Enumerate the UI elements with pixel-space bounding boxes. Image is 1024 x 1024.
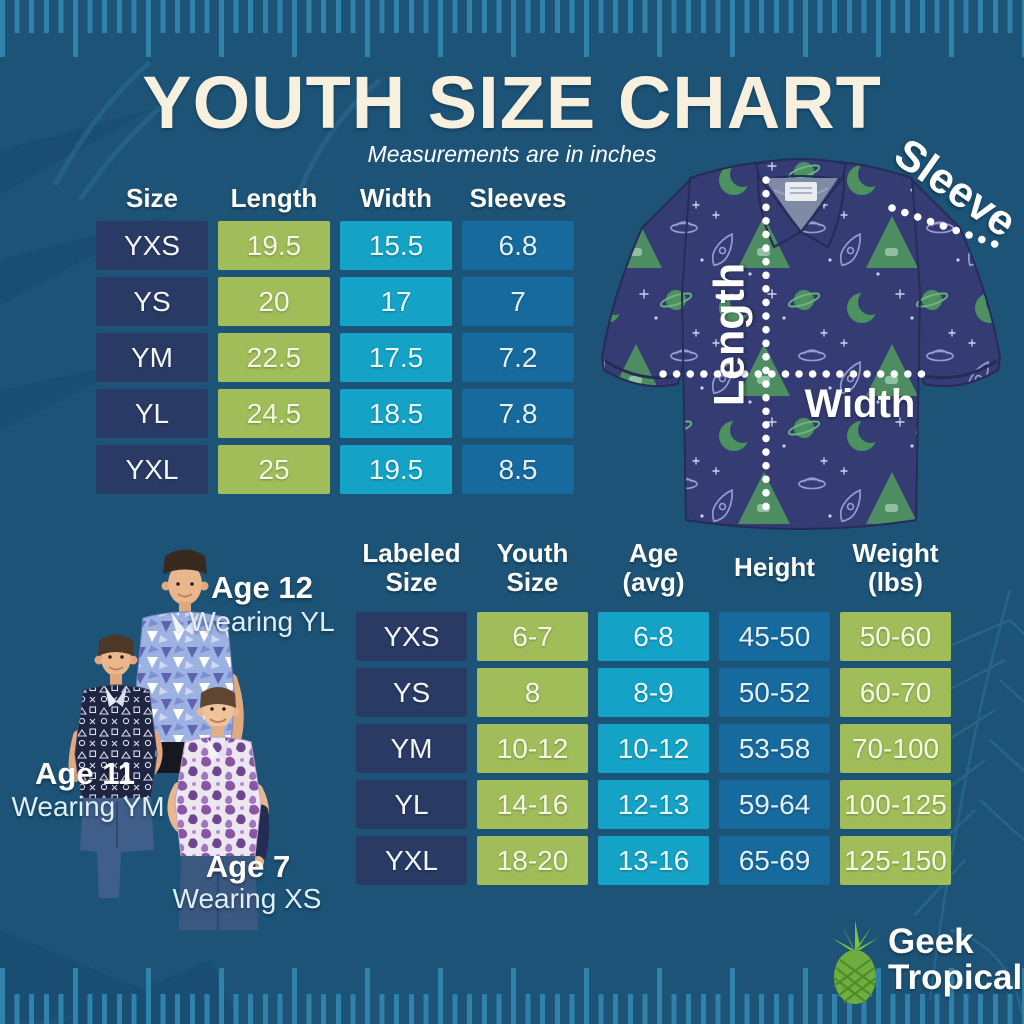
length-measure-label: Length [705,262,754,407]
model-age-label: Age 7 [205,849,291,884]
table-row: YL 24.5 18.5 7.8 [96,389,574,438]
table-row: YXL 25 19.5 8.5 [96,445,574,494]
weight-cell: 60-70 [840,668,951,717]
youth-size-cell: 14-16 [477,780,588,829]
shirt-illustration [600,158,1010,530]
table-row: YL 14-16 12-13 59-64 100-125 [356,780,951,829]
size-cell: YL [96,389,208,438]
col-header-length: Length [230,183,318,214]
page-title: YOUTH SIZE CHART [142,61,882,144]
col-header-size: Size [125,183,179,214]
col-header-height: Height [734,552,815,583]
table-row: YS 20 17 7 [96,277,574,326]
col-header-age-avg: Age (avg) [622,537,685,597]
labeled-size-cell: YXS [356,612,467,661]
model-age-label: Age 12 [211,570,313,605]
sleeves-cell: 7.8 [462,389,574,438]
table-row: YS 8 8-9 50-52 60-70 [356,668,951,717]
youth-size-cell: 6-7 [477,612,588,661]
top-ruler-minor-ticks [0,0,1024,33]
age-cell: 8-9 [598,668,709,717]
model-photo-group [55,540,325,935]
table-row: YXL 18-20 13-16 65-69 125-150 [356,836,951,885]
col-header-sleeves: Sleeves [469,183,567,214]
model-wearing-label: Wearing XS [172,883,322,914]
table-row: YM 10-12 10-12 53-58 70-100 [356,724,951,773]
size-cell: YXL [96,445,208,494]
youth-size-cell: 8 [477,668,588,717]
height-cell: 45-50 [719,612,830,661]
top-ruler-major-ticks [0,0,1024,57]
measurement-table: Size Length Width Sleeves YXS 19.5 15.5 … [96,183,574,501]
boy-age-11 [68,634,163,898]
width-cell: 18.5 [340,389,452,438]
weight-cell: 50-60 [840,612,951,661]
brand-name-line2: Tropical [888,958,1023,997]
height-cell: 53-58 [719,724,830,773]
labeled-size-cell: YM [356,724,467,773]
width-cell: 17 [340,277,452,326]
youth-size-cell: 18-20 [477,836,588,885]
weight-cell: 100-125 [840,780,951,829]
length-cell: 22.5 [218,333,330,382]
size-cell: YM [96,333,208,382]
sleeves-cell: 8.5 [462,445,574,494]
height-cell: 50-52 [719,668,830,717]
page-subtitle: Measurements are in inches [367,141,657,167]
labeled-size-cell: YS [356,668,467,717]
brand-logo: Geek Tropical [828,918,1024,1010]
kids-illustration [68,549,270,930]
size-cell: YXS [96,221,208,270]
length-cell: 25 [218,445,330,494]
length-cell: 19.5 [218,221,330,270]
col-header-weight-lbs: Weight (lbs) [852,537,939,597]
age-cell: 12-13 [598,780,709,829]
width-measure-label: Width [804,382,916,426]
fit-guide-table: Labeled Size Youth Size Age (avg) Height… [356,536,951,892]
boy-age-7 [167,687,270,930]
sleeves-cell: 6.8 [462,221,574,270]
width-cell: 17.5 [340,333,452,382]
model-wearing-label: Wearing YL [189,606,335,637]
age-cell: 13-16 [598,836,709,885]
model-wearing-label: Wearing YM [11,791,165,822]
col-header-youth-size: Youth Size [496,537,569,597]
age-cell: 6-8 [598,612,709,661]
shirt-measurement-diagram: Length Width Sleeve [578,129,1024,546]
size-cell: YS [96,277,208,326]
height-cell: 59-64 [719,780,830,829]
age-cell: 10-12 [598,724,709,773]
sleeves-cell: 7.2 [462,333,574,382]
length-cell: 20 [218,277,330,326]
weight-cell: 70-100 [840,724,951,773]
measurement-table-header: Size Length Width Sleeves [96,183,574,215]
brand-name-line1: Geek [888,922,974,961]
table-row: YM 22.5 17.5 7.2 [96,333,574,382]
table-row: YXS 19.5 15.5 6.8 [96,221,574,270]
width-cell: 19.5 [340,445,452,494]
table-row: YXS 6-7 6-8 45-50 50-60 [356,612,951,661]
model-age-label: Age 11 [35,756,135,791]
fit-guide-header: Labeled Size Youth Size Age (avg) Height… [356,536,951,600]
col-header-labeled-size: Labeled Size [362,537,461,597]
weight-cell: 125-150 [840,836,951,885]
width-cell: 15.5 [340,221,452,270]
length-cell: 24.5 [218,389,330,438]
labeled-size-cell: YL [356,780,467,829]
pineapple-icon [832,920,878,1004]
height-cell: 65-69 [719,836,830,885]
sleeves-cell: 7 [462,277,574,326]
col-header-width: Width [360,183,432,214]
labeled-size-cell: YXL [356,836,467,885]
youth-size-cell: 10-12 [477,724,588,773]
